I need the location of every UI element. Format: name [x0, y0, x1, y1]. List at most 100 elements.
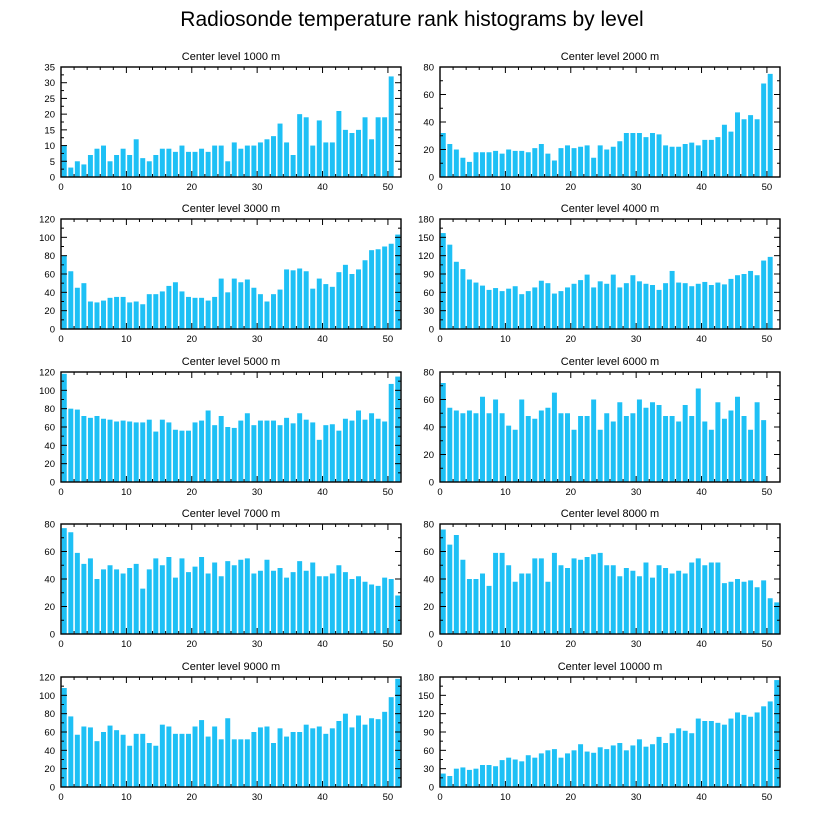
histogram-bar	[525, 755, 531, 787]
histogram-bar	[179, 558, 185, 635]
histogram-bar	[643, 407, 649, 482]
histogram-bar	[146, 419, 152, 482]
histogram-bar	[597, 281, 603, 329]
histogram-bar	[159, 565, 165, 634]
histogram-bar	[362, 260, 368, 329]
histogram-bar	[238, 559, 244, 634]
histogram-bar	[721, 124, 727, 177]
histogram-bar	[610, 565, 616, 634]
histogram-bar	[277, 123, 283, 177]
histogram-bar	[663, 145, 669, 178]
histogram-bar	[669, 416, 675, 482]
histogram-bar	[748, 580, 754, 635]
x-tick-label: 10	[500, 487, 511, 498]
histogram-bar	[578, 146, 584, 177]
histogram-bar	[447, 407, 453, 482]
histogram-bar	[643, 562, 649, 634]
histogram-bar	[231, 278, 237, 329]
histogram-bar	[466, 579, 472, 634]
x-tick-label: 30	[252, 487, 263, 498]
x-tick-label: 20	[186, 487, 197, 498]
histogram-bar	[349, 579, 355, 634]
y-tick-label: 80	[44, 251, 55, 262]
histogram-bar	[767, 701, 773, 787]
histogram-bar	[199, 148, 205, 177]
histogram-bar	[525, 416, 531, 482]
histogram-bar	[310, 422, 316, 482]
y-tick-label: 60	[44, 547, 55, 558]
histogram-bar	[538, 280, 544, 329]
histogram-bar	[466, 410, 472, 482]
histogram-bar	[656, 134, 662, 178]
histogram-bar	[349, 727, 355, 787]
histogram-bar	[565, 753, 570, 787]
histogram-bar	[264, 726, 270, 787]
histogram-bar	[127, 745, 133, 787]
histogram-panel: 0 10 20 30 40 50 0 30 60 90 120 150 180 Center level …	[418, 203, 781, 345]
histogram-bar	[323, 576, 329, 634]
histogram-bar	[186, 430, 191, 482]
histogram-bar	[323, 733, 329, 787]
x-tick-label: 0	[437, 487, 442, 498]
histogram-bar	[663, 743, 669, 787]
histogram-bar	[120, 420, 126, 482]
histogram-bar	[610, 745, 616, 787]
histogram-bar	[166, 422, 172, 482]
histogram-bar	[538, 144, 544, 177]
y-tick-label: 80	[44, 404, 55, 415]
histogram-bar	[545, 750, 551, 787]
histogram-bar	[369, 413, 375, 482]
histogram-bar	[271, 570, 276, 634]
x-tick-label: 0	[437, 334, 442, 345]
histogram-bar	[440, 133, 446, 177]
y-tick-label: 120	[418, 251, 434, 262]
y-tick-label: 0	[429, 630, 434, 641]
histogram-bar	[68, 716, 74, 787]
panel-title: Center level 7000 m	[182, 508, 280, 520]
y-tick-label: 40	[44, 288, 55, 299]
histogram-bar	[284, 577, 290, 635]
histogram-bar	[127, 421, 133, 482]
histogram-bar	[264, 139, 270, 177]
histogram-bar	[395, 678, 401, 787]
histogram-bar	[153, 431, 159, 482]
histogram-bar	[728, 718, 734, 787]
histogram-bar	[453, 535, 459, 634]
histogram-bar	[297, 732, 303, 787]
histogram-bar	[336, 721, 342, 787]
histogram-bar	[591, 157, 597, 177]
y-tick-label: 80	[423, 368, 434, 379]
x-tick-label: 20	[186, 182, 197, 193]
histogram-panel: 0 10 20 30 40 50 0 5 10 15 20 25 30 35 Center level 10…	[44, 51, 402, 193]
histogram-bar	[303, 419, 309, 482]
histogram-bar	[166, 557, 172, 634]
histogram-panel: 0 10 20 30 40 50 0 20 40 60 80 100 120 Center level 5…	[39, 356, 402, 498]
histogram-bar	[277, 289, 283, 329]
histogram-bar	[133, 139, 139, 177]
histogram-bar	[375, 585, 381, 635]
histogram-bar	[486, 289, 492, 329]
histogram-bar	[238, 739, 244, 787]
histogram-bar	[532, 287, 538, 329]
histogram-bar	[140, 588, 146, 635]
x-tick-label: 30	[252, 639, 263, 650]
histogram-bar	[591, 554, 597, 634]
histogram-bar	[205, 151, 211, 177]
histogram-bar	[101, 145, 106, 177]
histogram-bar	[519, 399, 525, 482]
y-tick-label: 80	[44, 709, 55, 720]
histogram-bar	[192, 726, 198, 787]
x-tick-label: 20	[565, 182, 576, 193]
y-tick-label: 60	[423, 547, 434, 558]
histogram-bar	[584, 557, 590, 634]
x-tick-label: 40	[696, 182, 707, 193]
histogram-bar	[663, 416, 669, 482]
histogram-panel: 0 10 20 30 40 50 0 20 40 60 80 100 120 Center level 3…	[39, 203, 402, 345]
histogram-bar	[395, 595, 401, 634]
histogram-bar	[591, 287, 597, 329]
histogram-bar	[702, 281, 708, 329]
histogram-bar	[689, 562, 695, 634]
x-tick-label: 50	[762, 487, 773, 498]
histogram-bar	[101, 569, 106, 635]
histogram-bar	[565, 568, 570, 634]
